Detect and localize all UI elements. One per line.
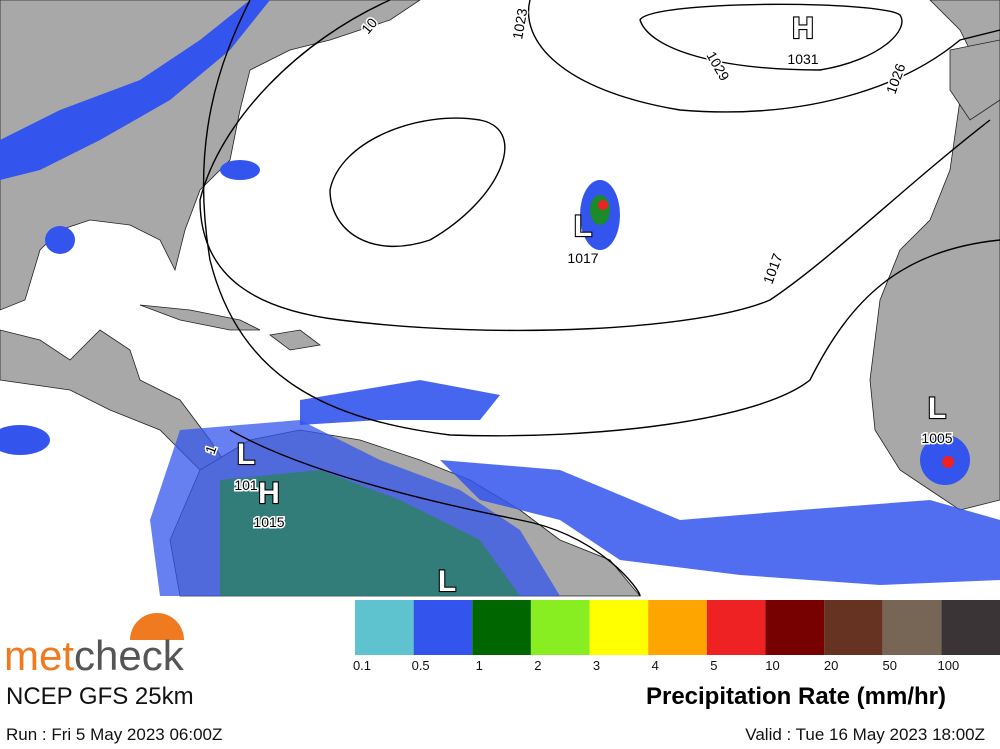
center-symbol: L	[928, 392, 946, 425]
north-america	[0, 0, 421, 311]
rain-cell	[0, 425, 50, 455]
precipitation	[0, 0, 1000, 596]
rain-cell	[220, 160, 260, 180]
legend-tick: 50	[882, 658, 896, 673]
rain-cell	[942, 456, 954, 468]
center-symbol: L	[574, 210, 592, 243]
hispaniola	[269, 329, 321, 351]
center-symbol: L	[237, 438, 255, 471]
center-symbol: H	[258, 477, 280, 510]
legend-tick: 2	[534, 658, 541, 673]
center-symbol: H	[792, 12, 814, 45]
rain-cell	[598, 200, 608, 210]
legend-tick: 20	[824, 658, 838, 673]
legend-swatch	[413, 600, 473, 655]
rain-band	[220, 470, 520, 596]
legend-swatch	[941, 600, 1000, 655]
legend-swatch	[530, 600, 590, 655]
center-symbol: L	[438, 565, 456, 598]
legend-tick: 10	[765, 658, 779, 673]
model-name: NCEP GFS 25km	[6, 683, 194, 710]
legend-swatch	[472, 600, 531, 655]
cuba	[139, 304, 261, 331]
logo: metcheck	[4, 632, 185, 679]
legend-swatch	[355, 600, 414, 655]
isobars	[199, 0, 1000, 597]
legend: Precipitation Rate (mm/hr) 0.1 0.5 1 2 3 4 5 10…	[353, 600, 1000, 710]
legend-tick: 1	[476, 658, 483, 673]
center-pressure: 1015	[253, 514, 284, 530]
center-pressure: 1031	[787, 51, 818, 67]
rain-band	[0, 0, 270, 180]
legend-swatch	[589, 600, 649, 655]
center-pressure: 1017	[567, 250, 598, 266]
legend-swatch	[648, 600, 707, 655]
rain-band	[300, 380, 500, 425]
center-pressure: 1005	[921, 430, 952, 446]
logo-check: check	[74, 632, 185, 679]
map	[0, 0, 1000, 597]
legend-tick: 0.5	[412, 658, 430, 673]
iberia	[949, 39, 1000, 121]
legend-tick: 3	[593, 658, 600, 673]
rain-cell	[590, 195, 610, 225]
legend-swatch	[765, 600, 825, 655]
legend-swatch	[706, 600, 766, 655]
center-pressure: 101	[234, 477, 258, 493]
legend-tick: 0.1	[353, 658, 371, 673]
legend-tick: 4	[652, 658, 659, 673]
rain-cell	[45, 226, 75, 254]
logo-sun	[130, 613, 184, 640]
legend-title: Precipitation Rate (mm/hr)	[646, 683, 946, 710]
legend-tick: 100	[938, 658, 960, 673]
rain-band	[440, 460, 1000, 585]
legend-swatch	[824, 600, 883, 655]
logo-met: met	[4, 632, 74, 679]
brand: metcheck NCEP GFS 25km Run : Fri 5 May 2…	[4, 613, 985, 744]
run-time: Run : Fri 5 May 2023 06:00Z	[6, 725, 222, 744]
legend-swatch	[882, 600, 942, 655]
legend-tick: 5	[710, 658, 717, 673]
valid-time: Valid : Tue 16 May 2023 18:00Z	[745, 725, 985, 744]
